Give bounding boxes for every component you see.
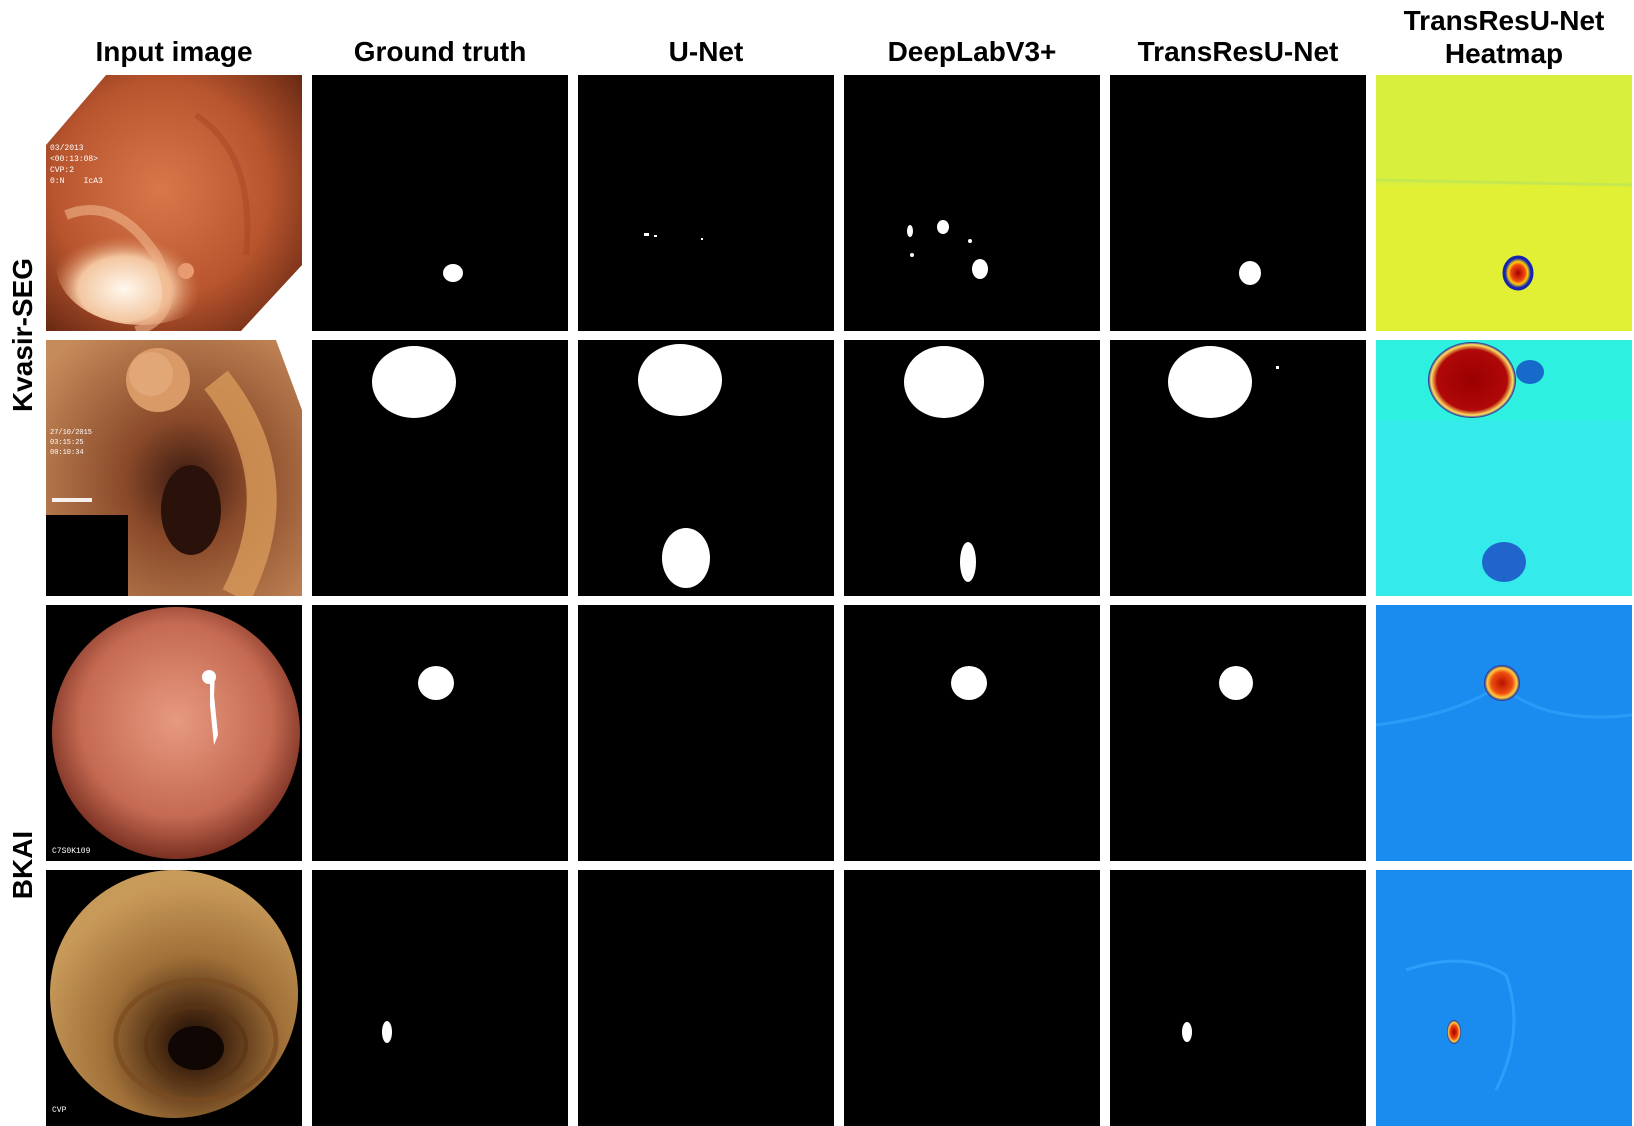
column-header-ground-truth: Ground truth <box>353 35 527 67</box>
column-header-input: Input image <box>95 35 253 67</box>
deeplab-mask-kvasir-2 <box>844 340 1100 596</box>
heatmap-bkai-2 <box>1376 870 1632 1126</box>
transresunet-mask-kvasir-1 <box>1110 75 1366 331</box>
column-header-deeplab: DeepLabV3+ <box>887 35 1057 67</box>
heatmap-kvasir-1 <box>1376 75 1632 331</box>
transresunet-mask-bkai-2 <box>1110 870 1366 1126</box>
deeplab-mask-bkai-2 <box>844 870 1100 1126</box>
column-header-transresunet: TransResU-Net <box>1137 35 1339 67</box>
dataset-label-kvasir: Kvasir-SEG <box>7 257 39 413</box>
input-image-bkai-1: C7S0K109 <box>46 605 302 861</box>
overlay-text-bkai-2: CVP <box>52 1106 67 1115</box>
input-image-bkai-2: CVP <box>46 870 302 1126</box>
unet-mask-bkai-1 <box>578 605 834 861</box>
ground-truth-mask-kvasir-2 <box>312 340 568 596</box>
ground-truth-mask-bkai-1 <box>312 605 568 861</box>
column-header-heatmap: TransResU-Net Heatmap <box>1376 0 1632 75</box>
transresunet-mask-bkai-1 <box>1110 605 1366 861</box>
ground-truth-mask-kvasir-1 <box>312 75 568 331</box>
column-header-unet: U-Net <box>668 35 744 67</box>
unet-mask-kvasir-2 <box>578 340 834 596</box>
unet-mask-bkai-2 <box>578 870 834 1126</box>
heatmap-bkai-1 <box>1376 605 1632 861</box>
overlay-text-bkai-1: C7S0K109 <box>52 847 91 856</box>
input-image-kvasir-2: 27/10/2015 03:15:25 00:10:34 <box>46 340 302 596</box>
overlay-text-kvasir-2: 27/10/2015 03:15:25 00:10:34 <box>50 429 93 457</box>
heatmap-kvasir-2 <box>1376 340 1632 596</box>
transresunet-mask-kvasir-2 <box>1110 340 1366 596</box>
dataset-label-bkai: BKAI <box>7 830 39 900</box>
heatmap-header-line1: TransResU-Net <box>1403 5 1605 37</box>
ground-truth-mask-bkai-2 <box>312 870 568 1126</box>
unet-mask-kvasir-1 <box>578 75 834 331</box>
deeplab-mask-bkai-1 <box>844 605 1100 861</box>
heatmap-header-line2: Heatmap <box>1444 37 1564 69</box>
overlay-text-kvasir-1: 03/2013 <00:13:08> CVP:2 0:N IcA3 <box>50 144 103 186</box>
input-image-kvasir-1: 03/2013 <00:13:08> CVP:2 0:N IcA3 <box>46 75 302 331</box>
deeplab-mask-kvasir-1 <box>844 75 1100 331</box>
